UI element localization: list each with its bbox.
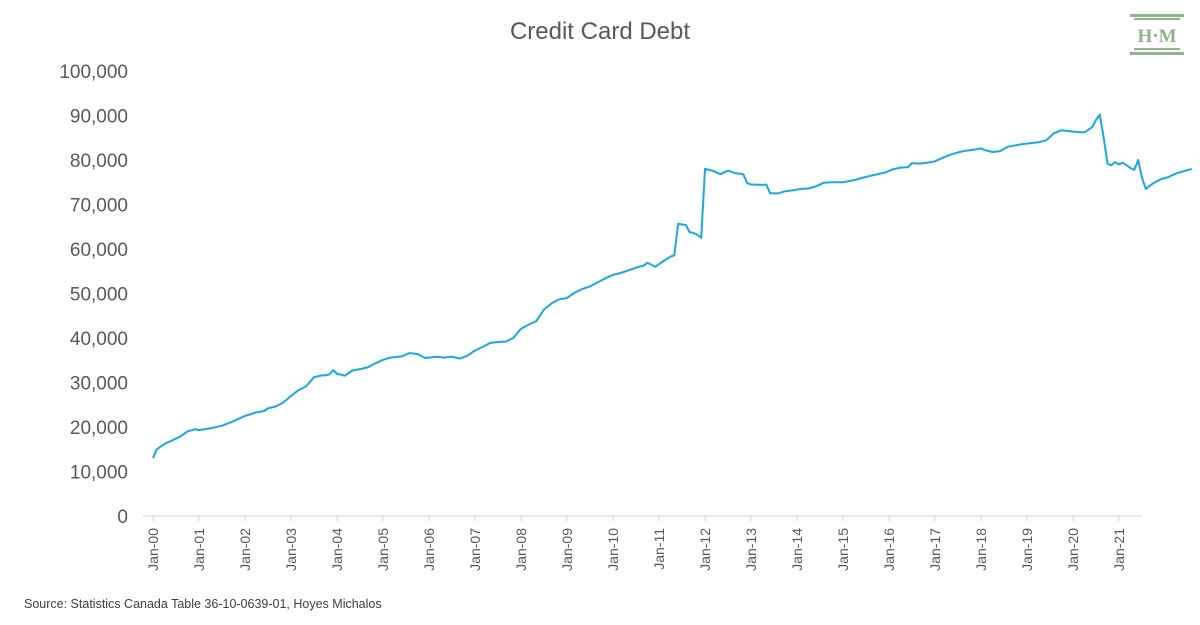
x-axis: Jan-00 Jan-01 Jan-02 Jan-03 Jan-04 Jan-05 Jan-… [143, 515, 1142, 571]
x-tick-label: Jan-06 [421, 528, 437, 571]
x-tick-label: Jan-20 [1065, 528, 1081, 571]
series-group [152, 113, 1193, 459]
y-tick-label: 0 [117, 507, 128, 528]
x-tick-label: Jan-14 [789, 528, 805, 571]
series-line [152, 113, 1193, 459]
x-tick-label: Jan-11 [651, 528, 667, 570]
x-tick-label: Jan-08 [513, 528, 529, 571]
y-tick-label: 10,000 [70, 463, 128, 484]
x-tick-label: Jan-04 [329, 528, 345, 571]
source-note: Source: Statistics Canada Table 36-10-06… [24, 597, 382, 611]
x-tick-label: Jan-16 [881, 528, 897, 571]
chart-title: Credit Card Debt [509, 18, 691, 45]
y-tick-label: 40,000 [70, 329, 128, 350]
x-tick-label: Jan-15 [835, 528, 851, 571]
x-tick-label: Jan-00 [145, 528, 161, 571]
x-tick-label: Jan-07 [467, 528, 483, 571]
x-tick-label: Jan-10 [605, 528, 621, 571]
y-tick-label: 70,000 [70, 196, 128, 217]
y-tick-label: 80,000 [70, 151, 128, 172]
x-tick-label: Jan-19 [1019, 528, 1035, 571]
y-tick-label: 50,000 [70, 285, 128, 306]
x-tick-label: Jan-05 [375, 528, 391, 571]
x-tick-label: Jan-17 [927, 528, 943, 571]
x-tick-label: Jan-03 [283, 528, 299, 571]
x-tick-label: Jan-18 [973, 528, 989, 571]
x-tick-label: Jan-21 [1111, 528, 1127, 571]
y-tick-label: 30,000 [70, 374, 128, 395]
hoyes-michalos-logo: H·M [1128, 12, 1186, 63]
x-tick-label: Jan-09 [559, 528, 575, 571]
logo-text: H·M [1137, 26, 1176, 47]
y-tick-label: 20,000 [70, 418, 128, 439]
y-axis-ticks: 0 10,000 20,000 30,000 40,000 50,000 60,000 70,… [59, 62, 128, 528]
x-tick-label: Jan-01 [191, 528, 207, 571]
x-tick-label: Jan-12 [697, 528, 713, 571]
x-tick-label: Jan-13 [743, 528, 759, 571]
y-tick-label: 90,000 [70, 107, 128, 128]
y-tick-label: 60,000 [70, 240, 128, 261]
y-tick-label: 100,000 [59, 62, 128, 83]
x-tick-label: Jan-02 [237, 528, 253, 571]
